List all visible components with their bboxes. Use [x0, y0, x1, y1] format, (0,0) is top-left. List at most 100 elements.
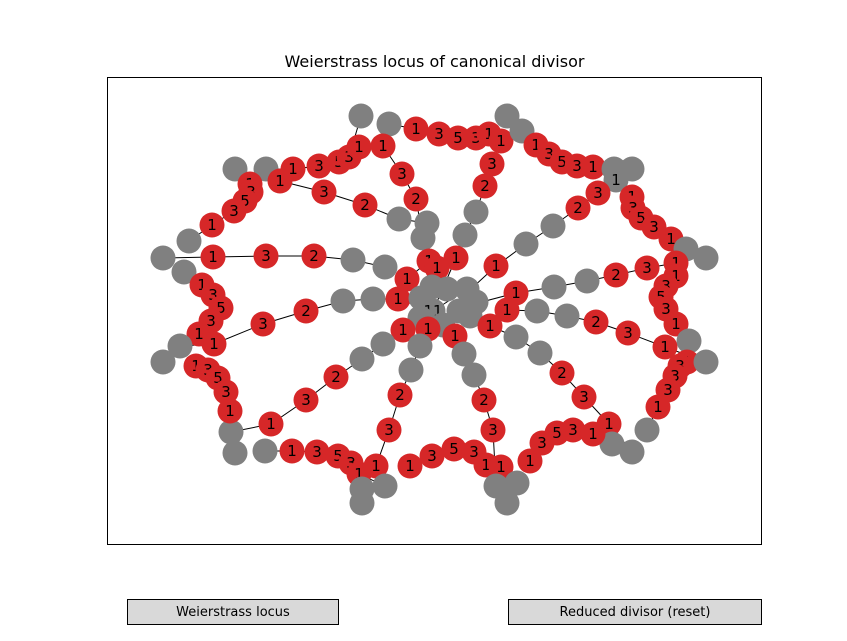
empty-node[interactable] [504, 470, 530, 496]
chip-node[interactable]: 3 [480, 417, 506, 443]
empty-node[interactable] [176, 228, 202, 254]
empty-node[interactable] [167, 333, 193, 359]
chip-node[interactable]: 2 [583, 309, 609, 335]
chip-node[interactable]: 2 [565, 195, 591, 221]
chip-node[interactable]: 1 [517, 448, 543, 474]
empty-node[interactable] [494, 490, 520, 516]
chip-node[interactable]: 5 [441, 436, 467, 462]
empty-node[interactable] [540, 213, 566, 239]
empty-node[interactable] [574, 268, 600, 294]
empty-node[interactable] [349, 346, 375, 372]
chip-node[interactable]: 3 [311, 179, 337, 205]
chip-node[interactable]: 3 [560, 417, 586, 443]
chip-node[interactable]: 1 [488, 128, 514, 154]
empty-node[interactable] [376, 111, 402, 137]
chip-node[interactable]: 2 [471, 387, 497, 413]
empty-node[interactable] [222, 440, 248, 466]
empty-node[interactable] [541, 274, 567, 300]
empty-node[interactable] [619, 439, 645, 465]
empty-node[interactable] [434, 276, 460, 302]
chip-node[interactable]: 1 [346, 134, 372, 160]
chip-node[interactable]: 3 [304, 439, 330, 465]
empty-node[interactable] [554, 303, 580, 329]
chip-node[interactable]: 3 [221, 198, 247, 224]
empty-node[interactable] [386, 206, 412, 232]
chip-node[interactable]: 1 [370, 133, 396, 159]
chip-node[interactable]: 2 [472, 173, 498, 199]
chip-node[interactable]: 1 [494, 297, 520, 323]
chip-node[interactable]: 1 [483, 253, 509, 279]
chip-node[interactable]: 3 [389, 161, 415, 187]
chip-node[interactable]: 1 [580, 154, 606, 180]
chip-node[interactable]: 2 [603, 262, 629, 288]
chip-node[interactable]: 1 [217, 398, 243, 424]
chip-node[interactable]: 3 [253, 243, 279, 269]
chip-node[interactable]: 1 [363, 453, 389, 479]
empty-node[interactable] [527, 340, 553, 366]
chip-node[interactable]: 1 [258, 411, 284, 437]
chip-node[interactable]: 1 [390, 317, 416, 343]
chip-node[interactable]: 3 [306, 153, 332, 179]
empty-node[interactable] [349, 490, 375, 516]
chip-node[interactable]: 3 [571, 384, 597, 410]
empty-node[interactable] [524, 298, 550, 324]
chip-node[interactable]: 2 [387, 382, 413, 408]
chip-node[interactable]: 3 [479, 151, 505, 177]
chip-node[interactable]: 1 [443, 245, 469, 271]
empty-node[interactable] [410, 225, 436, 251]
chip-node[interactable]: 3 [615, 320, 641, 346]
chip-node[interactable]: 1 [580, 421, 606, 447]
empty-node[interactable] [398, 357, 424, 383]
chip-node[interactable]: 3 [419, 443, 445, 469]
reduced-divisor-reset-button[interactable]: Reduced divisor (reset) [508, 599, 762, 625]
chip-node[interactable]: 2 [549, 360, 575, 386]
chip-node[interactable]: 1 [652, 334, 678, 360]
empty-node[interactable] [360, 286, 386, 312]
chip-node[interactable]: 2 [403, 186, 429, 212]
chip-node[interactable]: 1 [488, 454, 514, 480]
empty-node[interactable] [150, 245, 176, 271]
chip-node[interactable]: 1 [645, 394, 671, 420]
chip-node[interactable]: 1 [403, 116, 429, 142]
chip-node[interactable]: 2 [301, 243, 327, 269]
empty-node[interactable] [452, 222, 478, 248]
empty-node[interactable] [463, 199, 489, 225]
empty-node[interactable] [693, 245, 719, 271]
chip-node[interactable]: 3 [426, 121, 452, 147]
chip-node[interactable]: 3 [376, 417, 402, 443]
chip-node[interactable]: 2 [352, 192, 378, 218]
empty-node[interactable]: 1 [603, 167, 629, 193]
empty-node[interactable] [348, 103, 374, 129]
empty-node[interactable] [693, 349, 719, 375]
chip-node[interactable]: 3 [213, 379, 239, 405]
empty-node[interactable] [676, 328, 702, 354]
chip-node[interactable]: 1 [477, 313, 503, 339]
empty-node[interactable] [150, 349, 176, 375]
chip-node[interactable]: 3 [634, 255, 660, 281]
empty-node[interactable] [218, 419, 244, 445]
chip-node[interactable]: 1 [267, 168, 293, 194]
chip-node[interactable]: 1 [199, 212, 225, 238]
empty-node[interactable] [340, 247, 366, 273]
empty-node[interactable] [457, 303, 483, 329]
weierstrass-locus-button[interactable]: Weierstrass locus [127, 599, 339, 625]
empty-node[interactable] [330, 288, 356, 314]
empty-node[interactable] [370, 331, 396, 357]
empty-node[interactable] [599, 431, 625, 457]
empty-node[interactable] [634, 417, 660, 443]
empty-node[interactable] [372, 254, 398, 280]
empty-node[interactable] [372, 473, 398, 499]
empty-node[interactable] [503, 324, 529, 350]
chip-node[interactable]: 3 [250, 311, 276, 337]
chip-node[interactable]: 1 [394, 266, 420, 292]
chip-node[interactable]: 1 [424, 255, 450, 281]
empty-node[interactable] [513, 231, 539, 257]
empty-node[interactable] [461, 362, 487, 388]
chip-node[interactable]: 3 [585, 180, 611, 206]
chip-node[interactable]: 3 [293, 387, 319, 413]
empty-node[interactable] [451, 341, 477, 367]
chip-node[interactable]: 2 [293, 298, 319, 324]
chip-node[interactable]: 1 [397, 453, 423, 479]
chip-node[interactable]: 2 [323, 364, 349, 390]
chip-node[interactable]: 1 [279, 438, 305, 464]
